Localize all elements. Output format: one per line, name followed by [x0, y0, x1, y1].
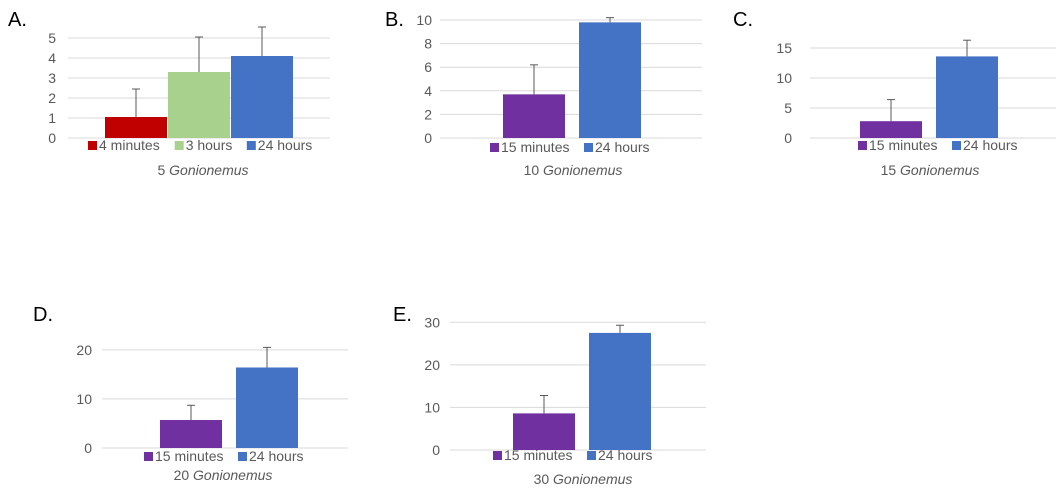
legend-swatch	[246, 141, 256, 150]
panel-label-a: A.	[8, 9, 27, 31]
chart-d: D. 0 10 20 15 minutes 24 hours 20 Gonionemus	[33, 304, 348, 483]
panel-label-b: B.	[385, 9, 404, 31]
chart-c: C. 0 5 10 15 15 minutes 24 hours 15 Gonionemus	[733, 9, 1056, 178]
bar-24-hours	[231, 56, 293, 138]
bar-24-hours	[236, 367, 298, 448]
legend-label: 24 hours	[598, 447, 652, 463]
y-tick-label: 0	[84, 440, 92, 456]
chart-caption: 30 Gonionemus	[534, 471, 633, 487]
legend-swatch	[858, 141, 867, 150]
legend-label: 15 minutes	[869, 137, 937, 153]
bar-24-hours	[589, 332, 651, 450]
y-tick-label: 1	[48, 110, 56, 126]
legend-label: 15 minutes	[155, 448, 223, 464]
y-tick-label: 30	[424, 314, 440, 330]
bar-15-minutes	[513, 413, 575, 450]
bar-3-hours	[168, 72, 230, 138]
panel-label-d: D.	[33, 304, 53, 326]
y-tick-label: 8	[424, 36, 432, 52]
y-tick-label: 0	[432, 442, 440, 458]
legend-swatch	[952, 141, 961, 150]
legend-label: 15 minutes	[501, 139, 569, 155]
y-tick-label: 10	[76, 391, 92, 407]
y-tick-label: 15	[776, 40, 792, 56]
y-tick-label: 2	[424, 106, 432, 122]
panel-label-e: E.	[393, 304, 412, 326]
bar-24-hours	[579, 22, 641, 138]
legend-label: 15 minutes	[504, 447, 572, 463]
y-tick-label: 0	[424, 130, 432, 146]
y-tick-label: 4	[424, 83, 432, 99]
y-tick-label: 4	[48, 50, 56, 66]
legend-swatch	[144, 452, 153, 461]
legend-swatch	[584, 143, 593, 152]
legend-label: 3 hours	[186, 137, 233, 153]
chart-a: A. 0 1 2 3 4 5 4 minutes 3 hours 24 hours 5 Gonion…	[8, 9, 330, 178]
y-tick-label: 3	[48, 70, 56, 86]
y-tick-label: 0	[784, 130, 792, 146]
legend-swatch	[88, 141, 97, 150]
chart-caption: 20 Gonionemus	[174, 467, 273, 483]
bar-15-minutes	[160, 420, 222, 448]
chart-b: B. 0 2 4 6 8 10 15 minutes 24 hours 10 Gonionemus	[385, 9, 702, 178]
panel-label-c: C.	[733, 9, 753, 31]
legend-swatch	[587, 451, 596, 460]
y-tick-label: 5	[48, 30, 56, 46]
legend-swatch	[490, 143, 499, 152]
legend-label: 24 hours	[963, 137, 1017, 153]
chart-caption: 15 Gonionemus	[881, 162, 980, 178]
chart-caption: 10 Gonionemus	[524, 162, 623, 178]
legend-swatch	[174, 141, 184, 150]
y-tick-label: 10	[776, 70, 792, 86]
chart-e: E. 0 10 20 30 15 minutes 24 hours 30 Gonionemus	[393, 304, 706, 487]
y-tick-label: 6	[424, 59, 432, 75]
bar-24-hours	[936, 56, 998, 138]
legend-swatch	[493, 451, 502, 460]
bar-15-minutes	[860, 121, 922, 138]
y-tick-label: 10	[416, 12, 432, 28]
y-tick-label: 2	[48, 90, 56, 106]
legend-label: 24 hours	[258, 137, 312, 153]
bar-4-minutes	[105, 117, 167, 138]
y-tick-label: 10	[424, 399, 440, 415]
legend-label: 24 hours	[249, 448, 303, 464]
y-tick-label: 20	[424, 357, 440, 373]
y-tick-label: 5	[784, 100, 792, 116]
legend-swatch	[238, 452, 247, 461]
bar-15-minutes	[503, 94, 565, 138]
chart-caption: 5 Gonionemus	[157, 162, 248, 178]
legend-label: 24 hours	[595, 139, 649, 155]
y-tick-label: 20	[76, 342, 92, 358]
legend-label: 4 minutes	[99, 137, 160, 153]
y-tick-label: 0	[48, 130, 56, 146]
